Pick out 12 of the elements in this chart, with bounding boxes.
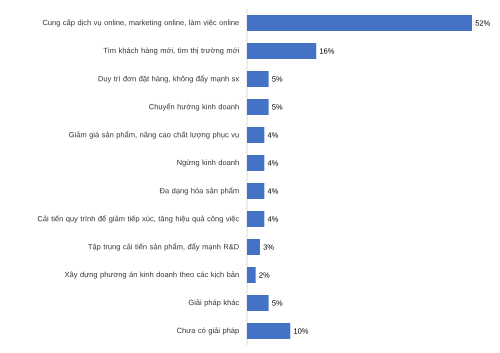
bar — [247, 98, 269, 115]
bar — [247, 211, 264, 227]
bar — [247, 127, 264, 143]
bar — [247, 323, 290, 339]
bar — [247, 155, 264, 171]
bar — [247, 182, 264, 199]
bar — [247, 267, 256, 283]
bar — [247, 42, 316, 59]
bar — [247, 70, 269, 87]
bar — [247, 14, 472, 31]
bar — [247, 239, 260, 255]
bar — [247, 295, 269, 311]
